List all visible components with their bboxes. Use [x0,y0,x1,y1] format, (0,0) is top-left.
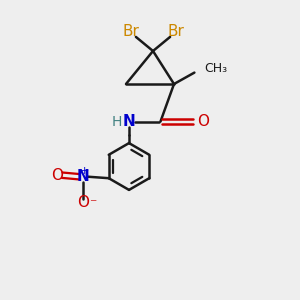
Text: O: O [51,168,63,183]
Text: Br: Br [167,24,184,39]
Text: O: O [77,195,89,210]
Text: N: N [123,114,135,129]
Text: N: N [77,169,90,184]
Text: Br: Br [122,24,139,39]
Text: H: H [112,115,122,128]
Text: +: + [80,166,89,176]
Text: ⁻: ⁻ [88,197,96,211]
Text: O: O [197,114,209,129]
Text: CH₃: CH₃ [204,62,227,76]
